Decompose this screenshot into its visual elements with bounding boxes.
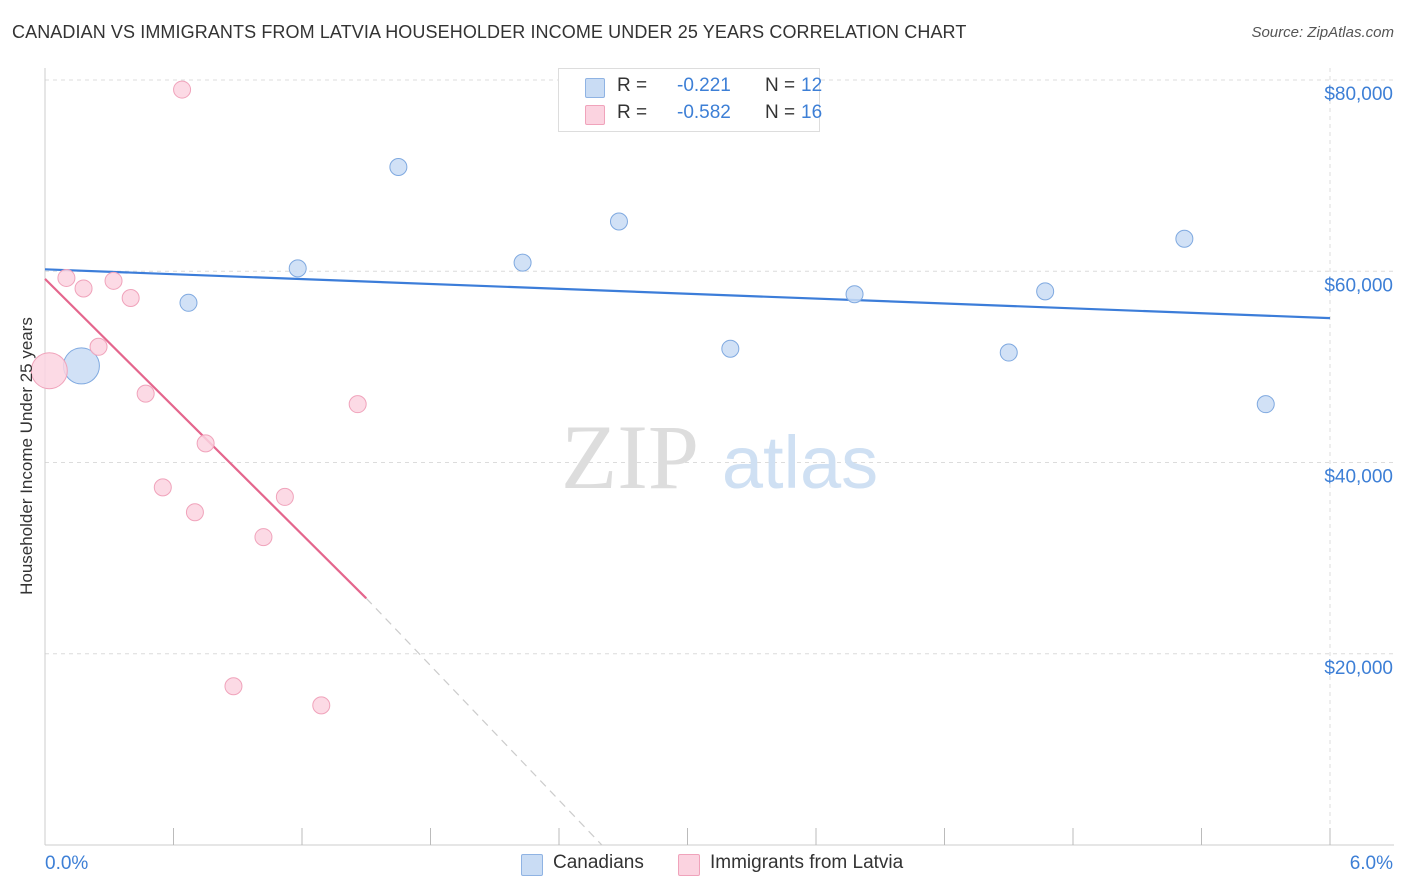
y-tick-label: $80,000 xyxy=(1324,84,1393,105)
grid-lines xyxy=(45,68,1394,845)
point-latvia xyxy=(89,337,108,356)
point-latvia xyxy=(153,478,172,497)
legend-r-value: -0.582 xyxy=(677,102,731,123)
point-latvia xyxy=(57,268,76,287)
point-latvia xyxy=(224,677,243,696)
point-canadians xyxy=(999,343,1018,362)
y-tick-labels: $20,000 $40,000 $60,000 $80,000 xyxy=(1324,84,1393,679)
y-tick-label: $20,000 xyxy=(1324,658,1393,679)
point-canadians xyxy=(721,339,740,358)
point-latvia xyxy=(104,271,123,290)
legend-n-value: 16 xyxy=(801,102,823,123)
point-canadians xyxy=(1036,282,1055,301)
legend-n-label: N = xyxy=(765,75,796,96)
x-tick-labels: 0.0% 6.0% xyxy=(45,853,1393,874)
legend-n-value: 12 xyxy=(801,75,823,96)
point-latvia xyxy=(74,279,93,298)
data-points xyxy=(30,80,1275,715)
point-latvia xyxy=(275,487,294,506)
x-tick-label-min: 0.0% xyxy=(45,853,88,874)
point-canadians xyxy=(513,253,532,272)
y-axis-title: Householder Income Under 25 years xyxy=(17,317,36,595)
source-label: Source: ZipAtlas.com xyxy=(1251,24,1394,41)
legend-r-label: R = xyxy=(617,102,648,123)
bottom-legend-swatch-latvia xyxy=(678,854,700,876)
bottom-legend-label: Immigrants from Latvia xyxy=(710,852,904,873)
trend-line-extension xyxy=(365,597,603,846)
watermark: ZIP atlas xyxy=(561,406,878,508)
chart-title: CANADIAN VS IMMIGRANTS FROM LATVIA HOUSE… xyxy=(12,22,967,42)
point-latvia xyxy=(312,696,331,715)
trend-line-canadians xyxy=(44,268,1331,320)
point-latvia xyxy=(254,528,273,547)
legend-r-label: R = xyxy=(617,75,648,96)
legend-swatch-latvia xyxy=(585,105,605,125)
y-tick-label: $40,000 xyxy=(1324,467,1393,488)
bottom-legend-label: Canadians xyxy=(553,852,644,873)
axes xyxy=(44,68,1394,846)
legend-n-label: N = xyxy=(765,102,796,123)
x-tick-label-max: 6.0% xyxy=(1350,853,1393,874)
point-latvia xyxy=(30,352,68,390)
point-canadians xyxy=(1256,395,1275,414)
watermark-atlas: atlas xyxy=(722,421,878,504)
watermark-zip: ZIP xyxy=(561,406,699,508)
point-latvia xyxy=(185,503,204,522)
point-canadians xyxy=(1175,229,1194,248)
point-latvia xyxy=(196,434,215,453)
bottom-legend-swatch-canadians xyxy=(521,854,543,876)
point-canadians xyxy=(845,285,864,304)
point-canadians xyxy=(609,212,628,231)
point-canadians xyxy=(389,158,408,177)
point-latvia xyxy=(121,289,140,308)
legend-swatch-canadians xyxy=(585,78,605,98)
point-latvia xyxy=(173,80,192,99)
point-latvia xyxy=(136,384,155,403)
y-tick-label: $60,000 xyxy=(1324,275,1393,296)
correlation-legend: R = -0.221 N = 12 R = -0.582 N = 16 xyxy=(558,68,823,132)
point-latvia xyxy=(348,395,367,414)
trend-lines xyxy=(44,268,1331,846)
point-canadians xyxy=(179,293,198,312)
point-canadians xyxy=(288,259,307,278)
legend-r-value: -0.221 xyxy=(677,75,731,96)
